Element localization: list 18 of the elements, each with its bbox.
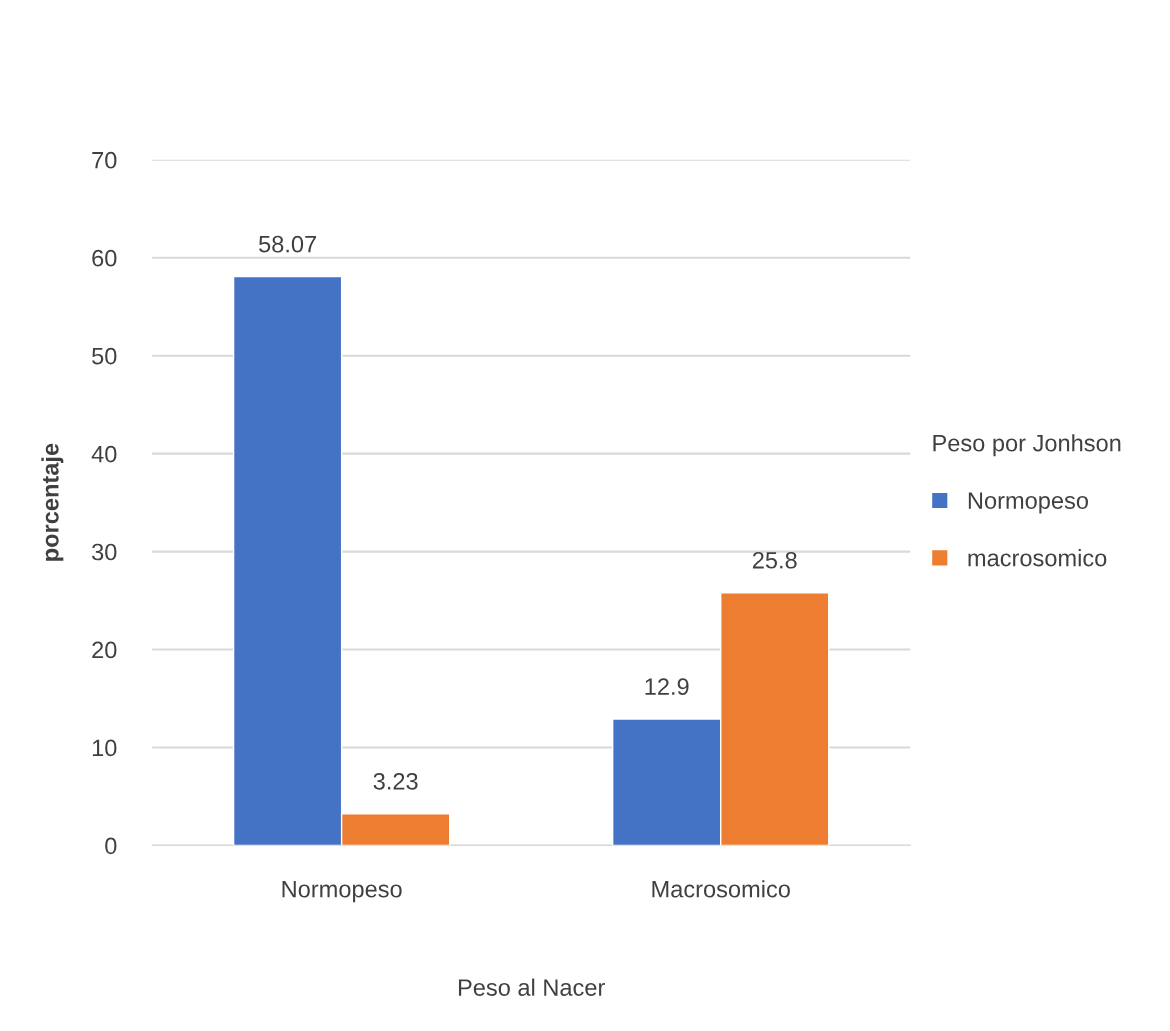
- y-tick-label: 30: [92, 543, 117, 561]
- y-tick-label: 20: [92, 641, 117, 659]
- legend-label: macrosomico: [968, 549, 1107, 567]
- data-label: 58.07: [259, 235, 316, 253]
- y-tick-label: 60: [92, 249, 117, 267]
- legend-label: Normopeso: [968, 492, 1088, 514]
- y-tick-label: 40: [91, 445, 117, 463]
- y-tick-label: 10: [92, 739, 117, 757]
- y-tick-label: 0: [105, 837, 117, 855]
- data-label: 12.9: [645, 678, 689, 695]
- y-tick-label: 50: [92, 347, 117, 365]
- x-axis-title: Peso al Nacer: [458, 978, 605, 996]
- data-label: 3.23: [373, 772, 418, 790]
- legend-title: Peso por Jonhson: [933, 434, 1121, 457]
- x-tick-label: Macrosomico: [652, 880, 790, 898]
- data-label: 25.8: [752, 551, 797, 569]
- y-axis-title: porcentaje: [41, 443, 64, 561]
- y-tick-label: 70: [92, 151, 117, 169]
